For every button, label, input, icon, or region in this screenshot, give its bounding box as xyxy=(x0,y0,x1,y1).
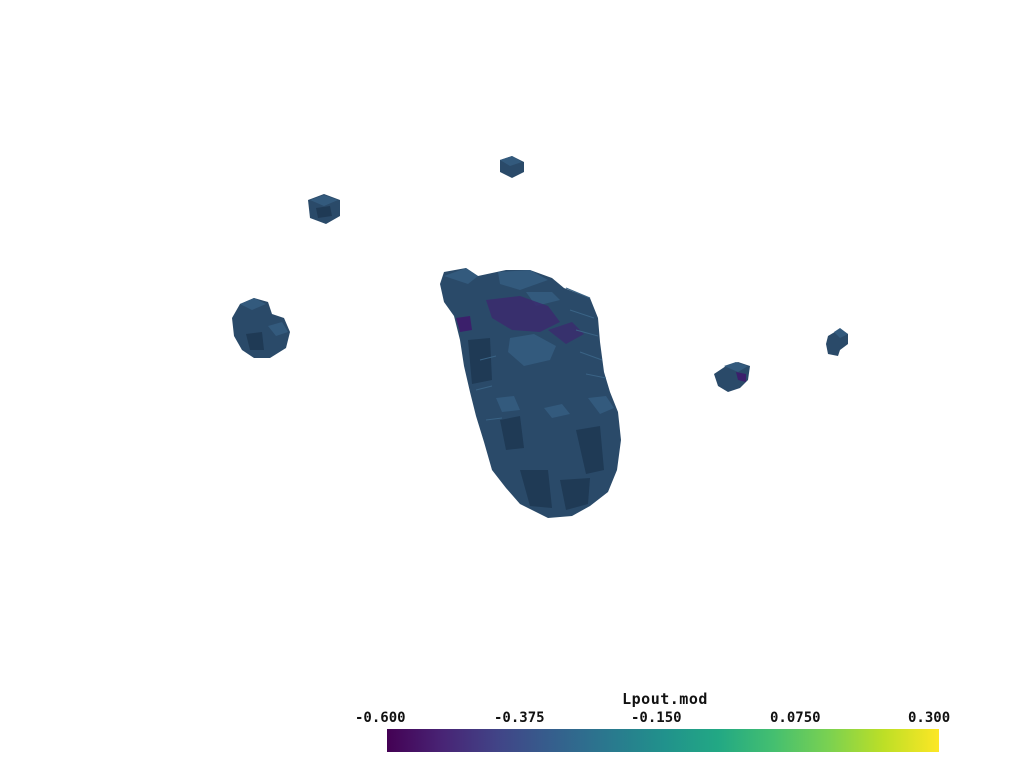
scalar-bar-tick-label: -0.600 xyxy=(355,710,406,726)
scalar-bar-tick-label: 0.300 xyxy=(908,710,951,726)
right-voxel-cluster xyxy=(714,362,750,392)
scalar-bar-tick-label: -0.150 xyxy=(631,710,682,726)
scalar-bar-gradient xyxy=(387,729,939,752)
top-voxel-cluster xyxy=(500,156,524,178)
main-voxel-body xyxy=(440,268,621,518)
scalar-bar: Lpout.mod -0.600 -0.375 -0.150 0.0750 0.… xyxy=(340,690,980,760)
far-right-voxel-cluster xyxy=(826,328,848,356)
scalar-bar-tick-label: -0.375 xyxy=(494,710,545,726)
scalar-bar-tick-label: 0.0750 xyxy=(770,710,821,726)
left-voxel-cluster xyxy=(232,298,290,358)
upper-left-voxel-cluster xyxy=(308,194,340,224)
scalar-bar-title: Lpout.mod xyxy=(622,690,708,708)
